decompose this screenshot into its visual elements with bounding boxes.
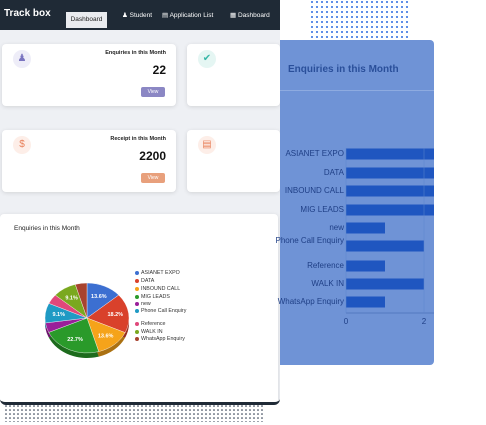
- legend-label: new: [141, 301, 151, 307]
- card-value: 22: [152, 63, 166, 77]
- slice-label: 13.6%: [98, 333, 114, 339]
- legend-label: WALK IN: [141, 329, 163, 335]
- nav-label: Dashboard: [237, 12, 270, 19]
- category-label: new: [329, 223, 344, 232]
- legend-swatch: [135, 337, 139, 341]
- x-tick-label: 0: [344, 317, 349, 326]
- chart-title: Enquiries in this Month: [288, 64, 399, 75]
- card-value: 2200: [139, 149, 166, 163]
- stat-card: $ Receipt in this Month 2200 View: [2, 130, 176, 192]
- bar: [346, 240, 424, 252]
- slice-label: 13.6%: [91, 294, 107, 300]
- stat-card: ▤: [187, 130, 280, 192]
- slice-label: 9.1%: [52, 312, 65, 318]
- category-label: MIG LEADS: [300, 205, 344, 214]
- nav-label: Student: [129, 12, 153, 19]
- bar: [346, 167, 434, 179]
- bar: [346, 296, 385, 308]
- icon: ▤: [198, 136, 216, 154]
- category-label: Reference: [307, 261, 344, 270]
- category-label: WhatsApp Enquiry: [277, 297, 344, 306]
- divider: [280, 90, 434, 91]
- nav-student[interactable]: ♟ Student: [122, 12, 153, 19]
- bar-panel: Enquiries in this Month: [280, 40, 434, 365]
- legend-swatch: [135, 330, 139, 334]
- legend-swatch: [135, 271, 139, 275]
- legend-label: ASIANET EXPO: [141, 270, 180, 276]
- nav-dashboard[interactable]: ▦ Dashboard: [230, 12, 270, 19]
- legend-label: MIG LEADS: [141, 294, 170, 300]
- view-button[interactable]: View: [141, 173, 165, 183]
- nav-label: Application List: [169, 12, 214, 19]
- card-title: Receipt in this Month: [110, 136, 166, 142]
- icon: $: [13, 136, 31, 154]
- dashboard-window: Track box Dashboard ♟ Student ▤ Applicat…: [0, 0, 280, 405]
- bars: [346, 148, 434, 308]
- bar: [346, 222, 385, 234]
- chart-title: Enquiries in this Month: [14, 225, 80, 232]
- view-button[interactable]: View: [141, 87, 165, 97]
- pie-slice: [74, 282, 88, 319]
- legend-swatch: [135, 279, 139, 283]
- stat-card: ♟ Enquiries in this Month 22 View: [2, 44, 176, 106]
- bar: [346, 278, 424, 290]
- legend-label: Reference: [141, 321, 166, 327]
- tab[interactable]: Dashboard: [66, 12, 107, 28]
- category-label: DATA: [323, 168, 344, 177]
- top-bar: Track box Dashboard ♟ Student ▤ Applicat…: [0, 0, 280, 30]
- slice-label: 9.1%: [65, 295, 78, 301]
- category-label: ASIANET EXPO: [285, 149, 344, 158]
- legend-swatch: [135, 309, 139, 313]
- pie-slice: [86, 294, 130, 333]
- nav-applications[interactable]: ▤ Application List: [162, 12, 214, 19]
- legend-label: INBOUND CALL: [141, 286, 181, 292]
- bar: [346, 148, 434, 160]
- legend-swatch: [135, 322, 139, 326]
- bar: [346, 204, 434, 216]
- category-label: Phone Call Enquiry: [275, 236, 344, 245]
- legend-swatch: [135, 302, 139, 306]
- pie-slice: [48, 317, 100, 354]
- bar: [346, 185, 434, 197]
- category-label: WALK IN: [311, 279, 344, 288]
- card-title: Enquiries in this Month: [105, 50, 166, 56]
- legend-label: Phone Call Enquiry: [141, 308, 187, 314]
- icon: ♟: [13, 50, 31, 68]
- slice-label: 18.2%: [107, 312, 123, 318]
- legend-label: DATA: [141, 278, 155, 284]
- bar: [346, 260, 385, 272]
- slice-label: 22.7%: [67, 337, 83, 343]
- logo: Track box: [4, 8, 51, 19]
- x-tick-label: 2: [422, 317, 427, 326]
- category-label: INBOUND CALL: [284, 186, 344, 195]
- legend-swatch: [135, 287, 139, 291]
- legend-swatch: [135, 295, 139, 299]
- chart-card: Enquiries in this Month: [0, 214, 278, 402]
- stat-card: ✔: [187, 44, 280, 106]
- icon: ✔: [198, 50, 216, 68]
- legend-label: WhatsApp Enquiry: [141, 336, 185, 342]
